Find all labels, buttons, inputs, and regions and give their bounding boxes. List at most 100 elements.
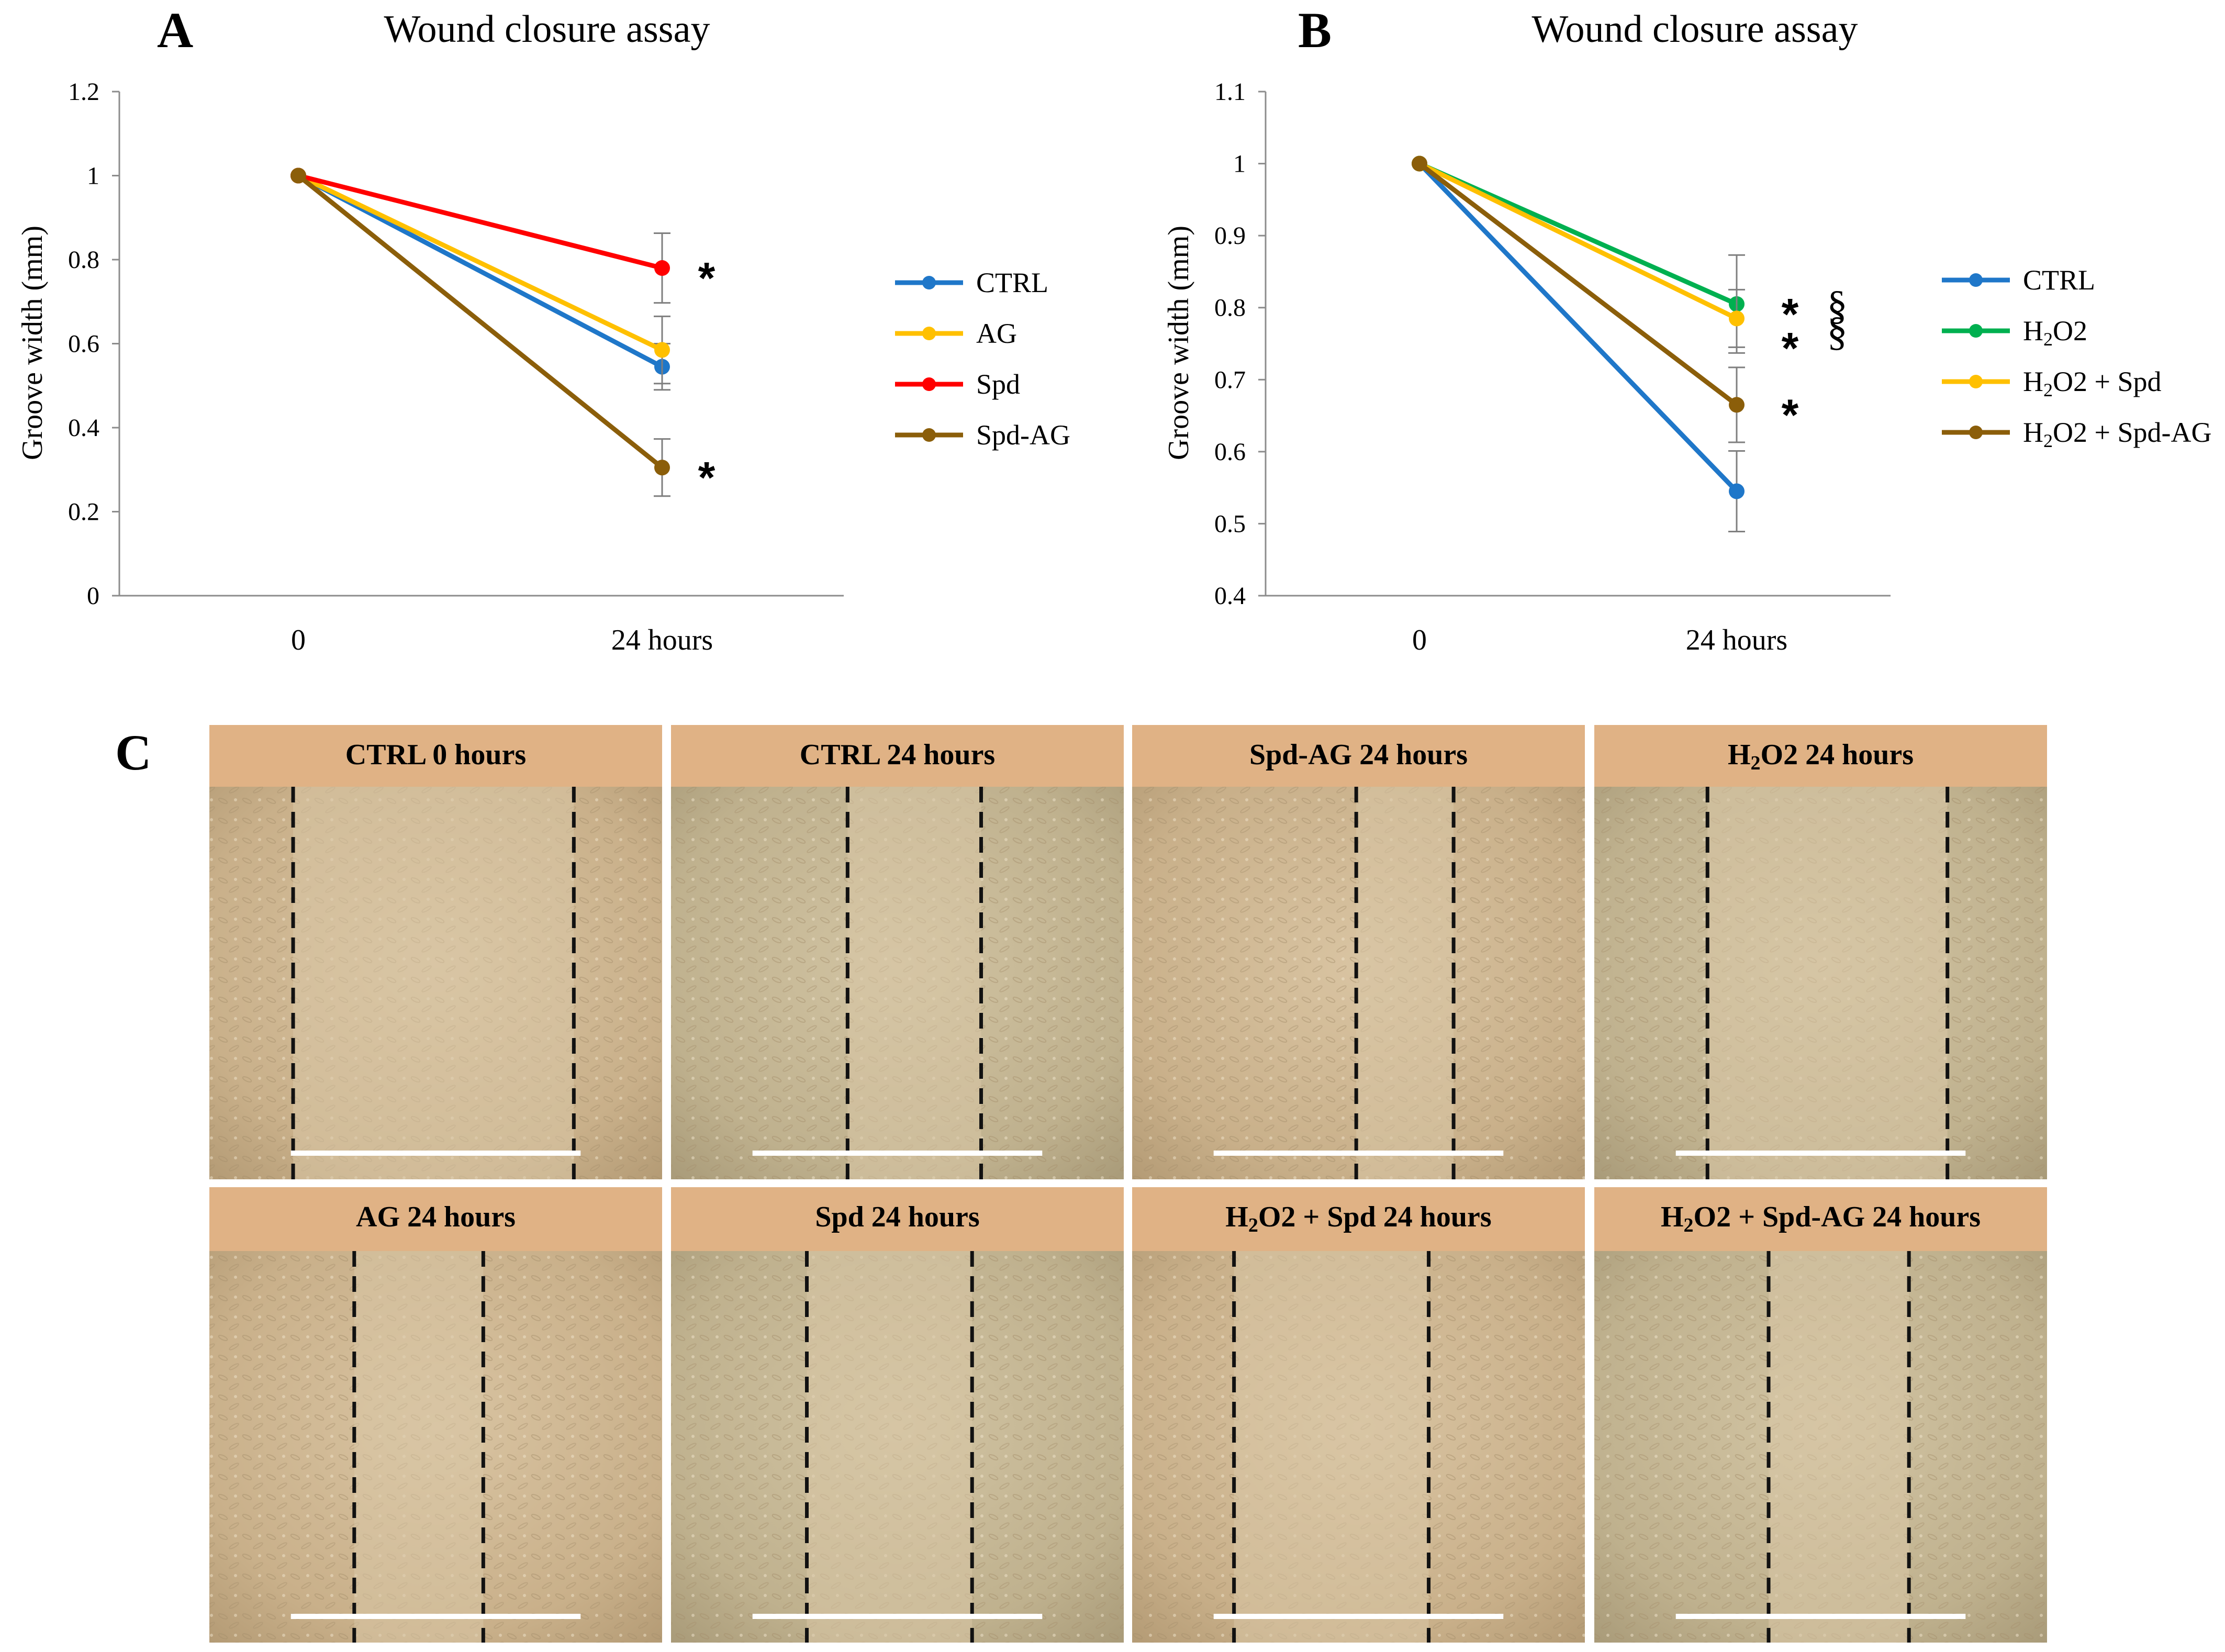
- wound-gap: [1356, 787, 1454, 1179]
- y-tick-label: 0: [87, 582, 99, 610]
- legend-swatch-dot: [922, 276, 936, 289]
- chart-b-title: Wound closure assay: [1532, 8, 1858, 51]
- x-tick-label: 0: [1412, 624, 1427, 656]
- legend-swatch-dot: [922, 377, 936, 391]
- tile-title: H2O2 24 hours: [1728, 739, 1914, 774]
- significance-star: *: [698, 253, 715, 303]
- y-tick-label: 1.2: [68, 78, 99, 106]
- y-tick-label: 0.8: [68, 246, 99, 274]
- legend-swatch-dot: [1969, 375, 1983, 388]
- y-tick-label: 0.4: [1214, 582, 1246, 610]
- micrograph-tile: CTRL 0 hours: [209, 725, 662, 1179]
- legend-label: CTRL: [2023, 264, 2095, 296]
- y-tick-label: 0.8: [1214, 294, 1246, 322]
- tile-title: CTRL 24 hours: [800, 739, 995, 771]
- wound-gap: [1769, 1251, 1909, 1643]
- y-tick-label: 0.6: [1214, 438, 1246, 466]
- x-tick-label: 24 hours: [611, 624, 713, 656]
- wound-gap: [807, 1251, 972, 1643]
- series-ctrl: [1412, 155, 1745, 533]
- micrograph-tile: H2O2 + Spd 24 hours: [1132, 1187, 1585, 1643]
- chart-a-title: Wound closure assay: [384, 8, 710, 51]
- legend-item: H2O2 + Spd: [1942, 366, 2161, 400]
- legend-label: H2O2: [2023, 315, 2087, 350]
- series-spd: [290, 168, 670, 304]
- y-tick-label: 0.2: [68, 498, 99, 526]
- y-tick-label: 0.6: [68, 330, 99, 358]
- legend-label: AG: [976, 318, 1017, 349]
- data-point: [654, 460, 670, 476]
- legend-swatch-dot: [1969, 426, 1983, 439]
- series-spd-ag: [290, 168, 670, 497]
- legend-item: AG: [895, 318, 1017, 349]
- tile-header: [1594, 725, 2047, 787]
- tile-title: CTRL 0 hours: [345, 739, 526, 771]
- data-point: [1729, 310, 1745, 327]
- series-ag: [290, 168, 670, 385]
- tile-header: [671, 725, 1124, 787]
- significance-star: *: [1782, 390, 1799, 439]
- legend-item: Spd: [895, 369, 1020, 400]
- series-line: [297, 173, 663, 352]
- series-h2o2-spd: [1412, 155, 1745, 348]
- tile-title: H2O2 + Spd-AG 24 hours: [1661, 1201, 1981, 1236]
- legend-label: H2O2 + Spd-AG: [2023, 417, 2211, 451]
- y-tick-label: 1: [87, 162, 99, 190]
- significance-section: §: [1827, 282, 1848, 328]
- tile-title: H2O2 + Spd 24 hours: [1225, 1201, 1491, 1236]
- data-point: [654, 342, 670, 358]
- chart-b-ylabel: Groove width (mm): [1162, 226, 1195, 460]
- data-point: [1729, 397, 1745, 413]
- micrograph-tile: H2O2 24 hours: [1594, 725, 2047, 1179]
- tile-header: [671, 1187, 1124, 1251]
- chart-a-ylabel: Groove width (mm): [16, 226, 49, 460]
- series-line: [1418, 161, 1738, 321]
- data-point: [1729, 483, 1745, 499]
- tile-header: [209, 1187, 662, 1251]
- tile-title: Spd-AG 24 hours: [1249, 739, 1468, 771]
- x-tick-label: 0: [291, 624, 306, 656]
- y-tick-label: 0.4: [68, 414, 99, 442]
- legend-swatch-dot: [922, 428, 936, 442]
- series-h2o2-spd-ag: [1412, 155, 1745, 443]
- tile-title: AG 24 hours: [356, 1201, 516, 1233]
- panel-c-micrographs: CTRL 0 hours CTRL 24 hours Spd-AG 24 hours…: [209, 725, 2047, 1643]
- legend-item: H2O2: [1942, 315, 2087, 350]
- significance-star: *: [1782, 289, 1799, 339]
- legend-item: Spd-AG: [895, 419, 1070, 451]
- micrograph-tile: Spd 24 hours: [671, 1187, 1124, 1643]
- wound-gap: [293, 787, 574, 1179]
- legend-label: CTRL: [976, 267, 1048, 298]
- legend-swatch-dot: [1969, 324, 1983, 338]
- tile-header: [1132, 1187, 1585, 1251]
- data-point: [290, 168, 306, 184]
- wound-gap: [1234, 1251, 1429, 1643]
- data-point: [654, 260, 670, 276]
- series-line: [297, 173, 664, 470]
- legend-item: CTRL: [1942, 264, 2095, 296]
- legend-label: H2O2 + Spd: [2023, 366, 2161, 400]
- y-tick-label: 0.9: [1214, 222, 1246, 250]
- wound-gap: [1707, 787, 1948, 1179]
- legend-swatch-dot: [922, 327, 936, 340]
- panel-letter-c: C: [115, 724, 151, 780]
- micrograph-tile: CTRL 24 hours: [671, 725, 1124, 1179]
- series-line: [1418, 161, 1738, 407]
- tile-header: [209, 725, 662, 787]
- tile-title: Spd 24 hours: [815, 1201, 979, 1233]
- y-tick-label: 1.1: [1214, 78, 1246, 106]
- tile-header: [1132, 725, 1585, 787]
- y-tick-label: 1: [1233, 150, 1246, 178]
- data-point: [1412, 155, 1427, 172]
- chart-a: Wound closure assay Groove width (mm) 0 0…: [16, 8, 1070, 656]
- tile-header: [1594, 1187, 2047, 1251]
- series-line: [297, 173, 663, 271]
- legend-swatch-dot: [1969, 273, 1983, 287]
- wound-gap: [354, 1251, 484, 1643]
- wound-gap: [847, 787, 981, 1179]
- x-tick-label: 24 hours: [1686, 624, 1787, 656]
- panel-letter-a: A: [157, 2, 193, 58]
- series-line: [297, 173, 664, 369]
- micrograph-tile: AG 24 hours: [209, 1187, 662, 1643]
